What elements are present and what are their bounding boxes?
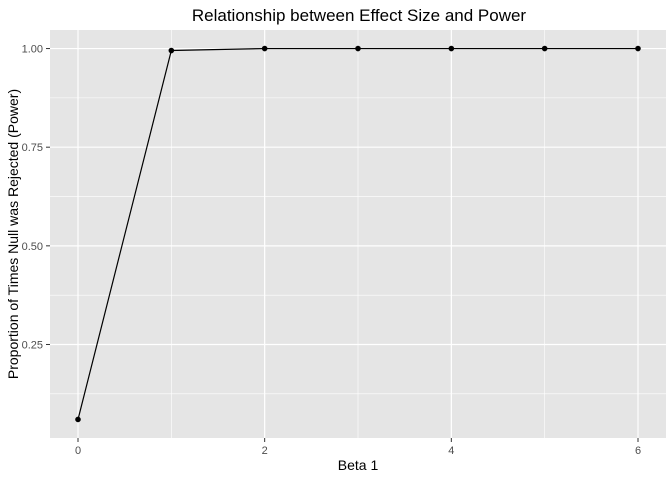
y-tick-label: 0.50 — [22, 241, 43, 253]
x-tick-label: 4 — [448, 445, 454, 457]
y-axis: 0.25 0.50 0.75 1.00 — [22, 44, 50, 351]
data-point — [168, 47, 175, 54]
data-point — [635, 45, 641, 52]
chart-title: Relationship between Effect Size and Pow… — [192, 6, 527, 25]
y-tick-label: 0.25 — [22, 339, 43, 351]
data-point — [261, 45, 268, 52]
x-axis: 0 2 4 6 — [75, 438, 641, 457]
x-tick-label: 0 — [75, 445, 81, 457]
data-point — [355, 45, 361, 52]
data-point — [448, 45, 455, 52]
y-tick-label: 1.00 — [22, 44, 43, 56]
data-point — [541, 45, 548, 52]
y-axis-title: Proportion of Times Null was Rejected (P… — [5, 89, 21, 379]
x-tick-label: 2 — [262, 445, 268, 457]
data-point — [75, 416, 81, 423]
x-tick-label: 6 — [635, 445, 641, 457]
x-axis-title: Beta 1 — [338, 457, 379, 473]
minor-gridlines — [50, 30, 666, 438]
y-tick-label: 0.75 — [22, 142, 43, 154]
data-series — [75, 45, 641, 423]
